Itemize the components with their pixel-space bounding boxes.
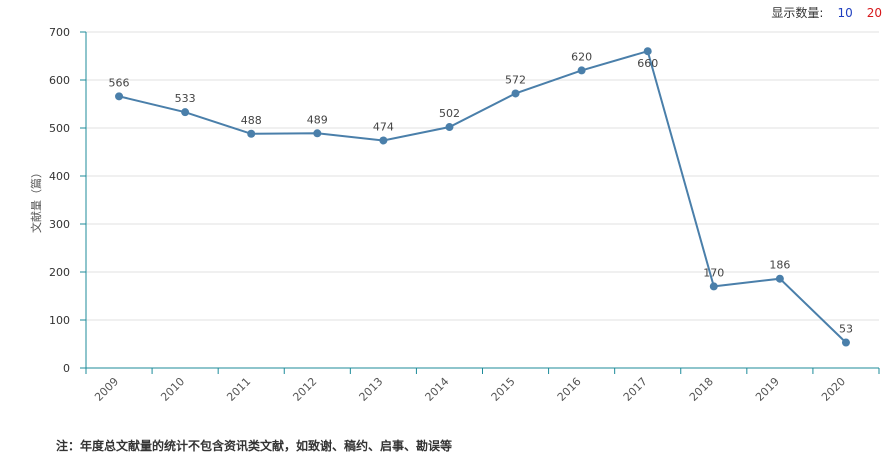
- data-label: 186: [769, 259, 790, 272]
- data-label: 489: [307, 113, 328, 126]
- data-point[interactable]: [775, 274, 784, 283]
- data-point[interactable]: [643, 47, 652, 56]
- x-tick-label: 2014: [423, 375, 452, 404]
- x-tick-label: 2009: [92, 375, 121, 404]
- x-tick-label: 2016: [555, 375, 584, 404]
- x-tick-label: 2011: [224, 375, 253, 404]
- data-point[interactable]: [841, 338, 850, 347]
- data-point[interactable]: [511, 89, 520, 98]
- series-line: [118, 49, 847, 344]
- axes: [80, 31, 880, 374]
- display-count-10-option[interactable]: 10: [837, 5, 853, 20]
- footnote: 注：年度总文献量的统计不包含资讯类文献，如致谢、稿约、启事、勘误等: [56, 439, 453, 453]
- data-label: 533: [175, 92, 196, 105]
- data-label: 53: [839, 323, 853, 336]
- y-tick-label: 600: [49, 74, 70, 87]
- display-count-20-option[interactable]: 20: [866, 5, 882, 20]
- grid-lines: [86, 31, 879, 321]
- display-count-bar: 显示数量: 10 20: [771, 4, 882, 21]
- data-label: 620: [571, 50, 592, 63]
- x-tick-label: 2010: [158, 375, 187, 404]
- data-point[interactable]: [181, 108, 190, 117]
- y-axis-label: 文献量（篇）: [29, 167, 43, 233]
- x-tick-label: 2012: [290, 375, 319, 404]
- data-point[interactable]: [313, 129, 322, 138]
- y-tick-label: 100: [49, 314, 70, 327]
- x-tick-label: 2018: [687, 375, 716, 404]
- data-point[interactable]: [445, 123, 454, 132]
- x-tick-labels: 2009 2010 2011 2012 2013 2014 2015 2016 2017 2018…: [92, 375, 848, 404]
- y-tick-label: 200: [49, 266, 70, 279]
- display-count-label: 显示数量:: [771, 6, 824, 20]
- data-label: 488: [241, 114, 262, 127]
- data-point[interactable]: [577, 66, 586, 75]
- y-tick-label: 400: [49, 170, 70, 183]
- y-tick-label: 500: [49, 122, 70, 135]
- data-label: 170: [703, 266, 724, 279]
- y-tick-label: 300: [49, 218, 70, 231]
- data-point[interactable]: [247, 129, 256, 138]
- y-tick-label: 0: [63, 362, 70, 375]
- x-tick-label: 2017: [621, 375, 650, 404]
- data-label: 572: [505, 73, 526, 86]
- y-tick-label: 700: [49, 26, 70, 39]
- x-tick-label: 2019: [753, 375, 782, 404]
- x-tick-label: 2013: [357, 375, 386, 404]
- data-point[interactable]: [709, 282, 718, 291]
- data-label: 502: [439, 107, 460, 120]
- data-point[interactable]: [115, 92, 124, 101]
- data-label: 660: [637, 57, 658, 70]
- data-point[interactable]: [379, 136, 388, 145]
- data-label: 566: [109, 76, 130, 89]
- x-tick-label: 2015: [489, 375, 518, 404]
- data-labels: 566 533 488 489 474 502 572 620 660 170 186 53: [109, 50, 853, 335]
- data-points: [115, 47, 850, 347]
- y-tick-labels: 0 100 200 300 400 500 600 700: [49, 26, 70, 375]
- data-label: 474: [373, 120, 394, 133]
- x-tick-label: 2020: [819, 375, 848, 404]
